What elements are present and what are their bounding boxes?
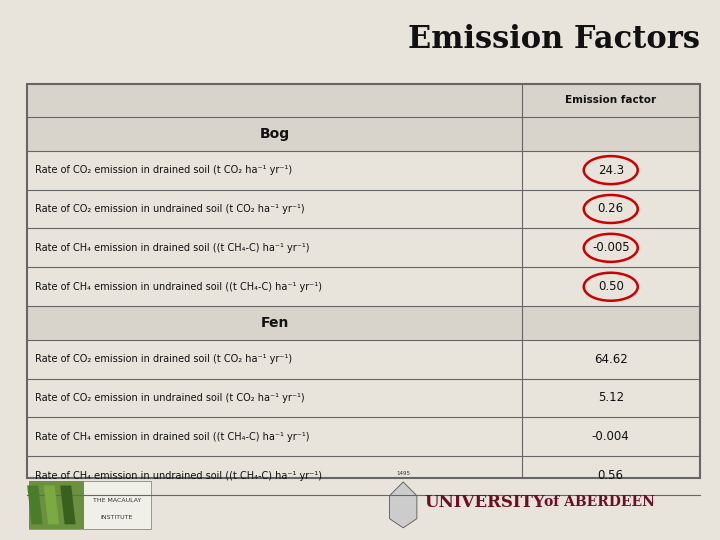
Text: Rate of CO₂ emission in drained soil (t CO₂ ha⁻¹ yr⁻¹): Rate of CO₂ emission in drained soil (t … (35, 354, 292, 364)
Bar (29, 481, 84, 529)
Text: of ABERDEEN: of ABERDEEN (544, 495, 654, 509)
Text: Fen: Fen (261, 316, 289, 330)
Bar (27, 456, 700, 495)
Bar (27, 417, 700, 456)
Bar (29, 481, 151, 529)
Text: -0.004: -0.004 (592, 430, 629, 443)
Text: Rate of CO₂ emission in undrained soil (t CO₂ ha⁻¹ yr⁻¹): Rate of CO₂ emission in undrained soil (… (35, 204, 304, 214)
Polygon shape (60, 485, 76, 524)
Text: 1495: 1495 (396, 471, 410, 476)
Text: Rate of CO₂ emission in undrained soil (t CO₂ ha⁻¹ yr⁻¹): Rate of CO₂ emission in undrained soil (… (35, 393, 304, 403)
Bar (27, 340, 700, 379)
Bar (27, 151, 700, 190)
Text: 24.3: 24.3 (598, 164, 624, 177)
Polygon shape (390, 482, 417, 528)
Text: Rate of CO₂ emission in drained soil (t CO₂ ha⁻¹ yr⁻¹): Rate of CO₂ emission in drained soil (t … (35, 165, 292, 175)
Bar (27, 84, 700, 478)
Text: Emission factor: Emission factor (565, 96, 657, 105)
Text: Rate of CH₄ emission in drained soil ((t CH₄-C) ha⁻¹ yr⁻¹): Rate of CH₄ emission in drained soil ((t… (35, 243, 309, 253)
Text: 0.50: 0.50 (598, 280, 624, 293)
Text: 5.12: 5.12 (598, 392, 624, 404)
Text: 0.56: 0.56 (598, 469, 624, 482)
Text: Emission Factors: Emission Factors (408, 24, 700, 55)
Polygon shape (27, 485, 42, 524)
Bar (27, 267, 700, 306)
Text: THE MACAULAY: THE MACAULAY (93, 497, 141, 503)
Text: 0.26: 0.26 (598, 202, 624, 215)
Polygon shape (44, 485, 59, 524)
Text: UNIVERSITY: UNIVERSITY (425, 494, 546, 511)
Text: Rate of CH₄ emission in drained soil ((t CH₄-C) ha⁻¹ yr⁻¹): Rate of CH₄ emission in drained soil ((t… (35, 432, 309, 442)
Text: INSTITUTE: INSTITUTE (101, 515, 133, 519)
Text: -0.005: -0.005 (592, 241, 629, 254)
Text: Rate of CH₄ emission in undrained soil ((t CH₄-C) ha⁻¹ yr⁻¹): Rate of CH₄ emission in undrained soil (… (35, 282, 322, 292)
Bar (27, 306, 700, 340)
Text: Bog: Bog (259, 127, 289, 141)
Text: 64.62: 64.62 (594, 353, 628, 366)
Bar (27, 117, 700, 151)
Bar (27, 84, 700, 117)
Bar (27, 190, 700, 228)
Text: Rate of CH₄ emission in undrained soil ((t CH₄-C) ha⁻¹ yr⁻¹): Rate of CH₄ emission in undrained soil (… (35, 471, 322, 481)
Bar (27, 228, 700, 267)
Bar (27, 379, 700, 417)
